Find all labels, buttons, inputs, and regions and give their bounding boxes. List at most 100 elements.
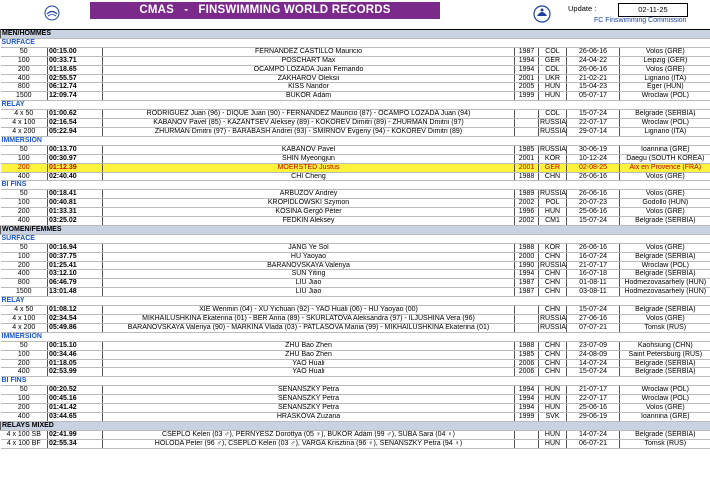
place-cell: Aix en Provence (FRA) (618, 163, 710, 173)
place-cell: Belgrade (SERBIA) (618, 359, 710, 369)
athlete-cell: JANG Ye Sol (102, 243, 515, 253)
time-cell: 01:18.65 (47, 65, 103, 75)
nation-cell: CHN (538, 350, 567, 360)
event-cell: 200 (0, 207, 48, 218)
athlete-cell: BARANOVSKAYA Valeriya (102, 261, 515, 271)
record-row: 100 00:33.71 POSCHART Max 1994 GER 24-04-22 Le… (0, 56, 710, 66)
record-row: 400 03:44.65 HRASKOVA Zuzana 1999 SVK 29-06-1… (0, 412, 710, 422)
athlete-cell: YAO Huali (102, 359, 515, 369)
year-cell: 1999 (514, 91, 539, 102)
year-cell: 1985 (514, 350, 539, 360)
place-cell: Wroclaw (POL) (618, 394, 710, 405)
year-cell (514, 109, 539, 120)
athlete-cell: FERNANDEZ CASTILLO Mauricio (102, 47, 515, 57)
event-cell: 1500 (0, 287, 48, 298)
date-cell: 27-06-16 (566, 314, 620, 324)
event-cell: 100 (0, 350, 48, 360)
year-cell (514, 314, 539, 324)
year-cell: 1996 (514, 207, 539, 218)
year-cell (514, 305, 539, 315)
year-cell: 2006 (514, 359, 539, 369)
event-cell: 400 (0, 216, 48, 226)
record-row: 50 00:15.00 FERNANDEZ CASTILLO Mauricio 198… (0, 47, 710, 57)
time-cell: 03:12.10 (47, 269, 103, 280)
subsection-header-row: SURFACE (0, 38, 710, 48)
record-row: 200 01:12.39 MOERSTED Justus 2001 GER 02-08-2… (0, 163, 710, 173)
place-cell: Volos (GRE) (618, 65, 710, 75)
year-cell: 1988 (514, 243, 539, 253)
time-cell: 02:16.54 (47, 118, 103, 128)
subsection-header-row: IMMERSION (0, 332, 710, 342)
time-cell: 05:49.86 (47, 323, 103, 333)
nation-cell: CHN (538, 367, 567, 378)
athlete-cell: SHIN Myeongjun (102, 154, 515, 164)
section-title: MEN/HOMMES (0, 29, 710, 39)
place-cell: Leipzig (GER) (618, 56, 710, 66)
date-cell: 30-06-19 (566, 145, 620, 155)
time-cell: 00:16.94 (47, 243, 103, 253)
date-cell: 25-06-16 (566, 207, 620, 218)
record-row: 400 03:12.10 SUN Yiting 1994 CHN 16-07-18 Belg… (0, 269, 710, 280)
event-cell: 100 (0, 394, 48, 405)
nation-cell: CHN (538, 287, 567, 298)
athlete-cell: ZHU Bao Zhen (102, 341, 515, 351)
year-cell: 1988 (514, 172, 539, 182)
record-row: 200 01:25.41 BARANOVSKAYA Valeriya 1990 RUSS… (0, 261, 710, 271)
subsection-title: SURFACE (0, 234, 710, 244)
place-cell: Godollo (HUN) (618, 198, 710, 209)
nation-cell: UKR (538, 74, 567, 84)
record-row: 4 x 200 05:49.86 BARANOVSKAYA Valeriya (90… (0, 323, 710, 333)
athlete-cell: MIKHAILUSHKINA Ekaterina (01) - BER Anna… (102, 314, 515, 324)
date-cell: 07-07-21 (566, 323, 620, 333)
event-cell: 50 (0, 189, 48, 200)
year-cell: 2002 (514, 198, 539, 209)
athlete-cell: SENANSZKY Petra (102, 385, 515, 396)
subsection-header-row: RELAY (0, 296, 710, 307)
time-cell: 01:25.41 (47, 261, 103, 271)
date-cell: 15-04-23 (566, 82, 620, 93)
athlete-cell: ARBUZOV Andrey (102, 189, 515, 200)
event-cell: 400 (0, 412, 48, 422)
place-cell: Ioannina (GRE) (618, 412, 710, 422)
event-cell: 100 (0, 56, 48, 66)
event-cell: 400 (0, 269, 48, 280)
record-row: 800 06:12.74 KISS Nandor 2005 HUN 15-04-23 Ege… (0, 82, 710, 93)
event-cell: 200 (0, 261, 48, 271)
place-cell: Volos (GRE) (618, 314, 710, 324)
athlete-cell: SUN Yiting (102, 269, 515, 280)
record-row: 400 03:25.02 FEDKIN Aleksey 2002 CM1 15-07-24… (0, 216, 710, 226)
time-cell: 01:00.62 (47, 109, 103, 120)
nation-cell: KOR (538, 243, 567, 253)
athlete-cell: LIU Jiao (102, 278, 515, 289)
year-cell: 1989 (514, 189, 539, 200)
subsection-header-row: SURFACE (0, 234, 710, 244)
event-cell: 50 (0, 47, 48, 57)
date-cell: 15-07-24 (566, 305, 620, 315)
nation-cell: RUSSIA (538, 145, 567, 155)
subsection-header-row: IMMERSION (0, 136, 710, 146)
place-cell: Wroclaw (POL) (618, 261, 710, 271)
date-cell: 26-06-16 (566, 243, 620, 253)
record-row: 400 02:55.57 ZAKHAROV Oleksii 2001 UKR 21-02-… (0, 74, 710, 84)
event-cell: 800 (0, 82, 48, 93)
subsection-title: IMMERSION (0, 136, 710, 146)
section-header-row: WOMEN/FEMMES (0, 225, 710, 235)
page-title: CMAS - FINSWIMMING WORLD RECORDS (90, 2, 440, 19)
event-cell: 4 x 200 (0, 127, 48, 137)
place-cell: Belgrade (SERBIA) (618, 367, 710, 378)
time-cell: 06:12.74 (47, 82, 103, 93)
time-cell: 13:01.48 (47, 287, 103, 298)
place-cell: Volos (GRE) (618, 243, 710, 253)
nation-cell: RUSSIA (538, 261, 567, 271)
year-cell: 2002 (514, 216, 539, 226)
date-cell: 03-08-11 (566, 287, 620, 298)
year-cell (514, 439, 539, 449)
year-cell: 1987 (514, 287, 539, 298)
record-row: 50 00:13.70 KABANOV Pavel 1985 RUSSIA 30-06-1… (0, 145, 710, 155)
place-cell: Volos (GRE) (618, 47, 710, 57)
time-cell: 00:34.46 (47, 350, 103, 360)
time-cell: 01:08.12 (47, 305, 103, 315)
nation-cell: RUSSIA (538, 323, 567, 333)
record-row: 4 x 100 02:34.54 MIKHAILUSHKINA Ekaterina … (0, 314, 710, 324)
record-row: 50 00:15.10 ZHU Bao Zhen 1988 CHN 23-07-09 Kao… (0, 341, 710, 351)
